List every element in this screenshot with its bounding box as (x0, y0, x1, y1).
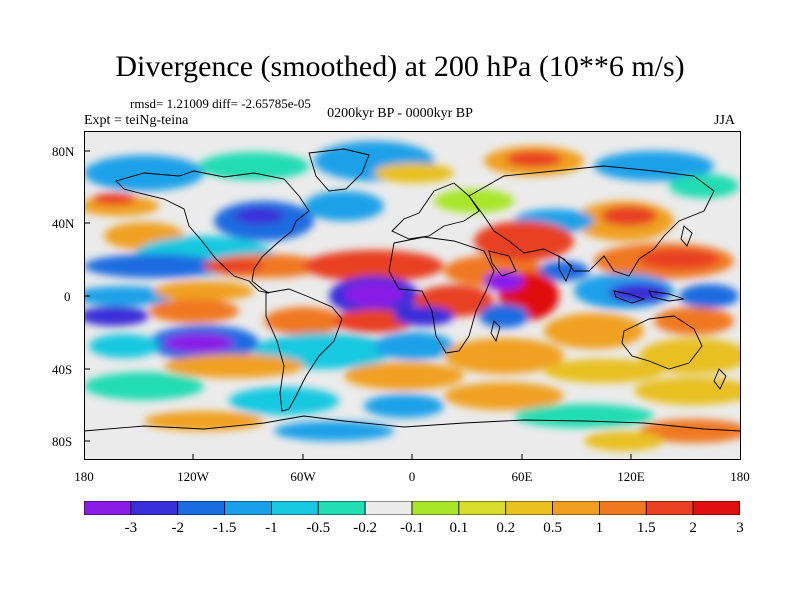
chart-title: Divergence (smoothed) at 200 hPa (10**6 … (115, 50, 685, 83)
lat-label: 80N (52, 144, 75, 159)
lon-label: 0 (408, 469, 416, 484)
colorbar-label: 2 (689, 520, 697, 536)
colorbar-swatch (552, 501, 600, 515)
colorbar-label: -0.5 (306, 520, 331, 536)
colorbar-label: 0.5 (543, 520, 562, 536)
colorbar-swatch (505, 501, 553, 515)
lat-label: 80S (52, 434, 73, 449)
colorbar-swatch (84, 501, 132, 515)
lon-label: 120W (177, 469, 209, 484)
colorbar-label: -0.2 (353, 520, 378, 536)
lat-label: 40N (52, 216, 75, 231)
colorbar-label: -0.1 (400, 520, 424, 536)
stats-text: rmsd= 1.21009 diff= -2.65785e-05 (130, 96, 311, 111)
colorbar-swatch (177, 501, 225, 515)
colorbar-swatch (692, 501, 740, 515)
colorbar-swatch (458, 501, 507, 515)
colorbar-label: 0.1 (449, 520, 469, 536)
colorbar-swatch (645, 501, 694, 515)
lon-label: 60E (511, 469, 533, 484)
colorbar-swatch (364, 501, 413, 515)
lon-label: 180 (74, 469, 94, 484)
colorbar-label: -2 (171, 520, 184, 536)
colorbar-swatch (130, 501, 179, 515)
colorbar-label: 0.2 (496, 520, 516, 536)
colorbar-swatch (317, 501, 366, 515)
experiment-label: Expt = teiNg-teina (84, 113, 189, 128)
lon-label: 120E (617, 469, 645, 484)
colorbar-label: 3 (736, 520, 744, 536)
colorbar-label: -1.5 (212, 520, 237, 536)
lon-label: 60W (290, 469, 316, 484)
colorbar-label: -3 (124, 520, 138, 536)
lat-label: 40S (52, 362, 73, 377)
colorbar-swatch (224, 501, 272, 515)
divergence-map (84, 131, 741, 460)
colorbar-swatch (271, 501, 319, 515)
coastlines (84, 148, 741, 432)
colorbar-label: -1 (265, 520, 278, 536)
colorbar-swatch (599, 501, 647, 515)
colorbar-label: 1.5 (636, 520, 656, 536)
lat-label: 0 (64, 289, 71, 304)
lon-label: 180 (730, 469, 750, 484)
season-label: JJA (714, 113, 736, 128)
colorbar-swatch (411, 501, 460, 515)
colorbar-label: 1 (595, 520, 604, 536)
divergence-field (84, 141, 741, 451)
colorbar (84, 501, 740, 515)
period-label: 0200kyr BP - 0000kyr BP (327, 106, 473, 121)
axis-ticks (84, 150, 632, 460)
